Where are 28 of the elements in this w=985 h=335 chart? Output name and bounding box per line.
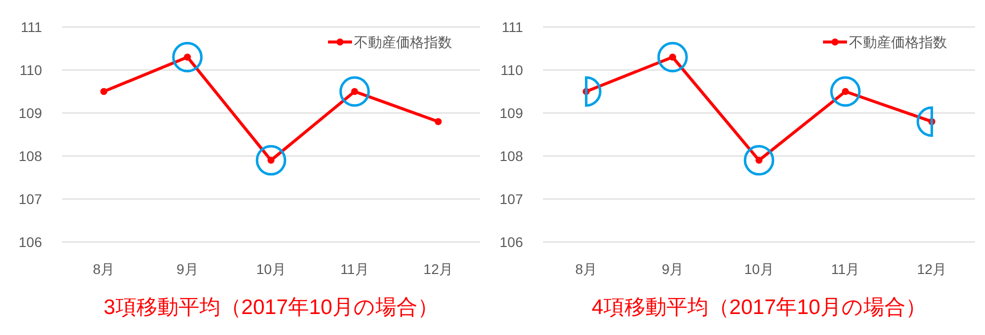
y-tick-label: 108 (500, 148, 524, 164)
x-tick-label: 12月 (917, 261, 947, 277)
x-tick-label: 9月 (176, 261, 198, 277)
y-tick-label: 106 (500, 234, 524, 250)
x-tick-label: 10月 (744, 261, 774, 277)
y-tick-label: 106 (18, 234, 42, 250)
x-tick-label: 8月 (575, 261, 598, 277)
legend: 不動産価格指数 (823, 34, 947, 50)
legend-label: 不動産価格指数 (849, 34, 947, 50)
y-tick-label: 108 (18, 148, 42, 164)
text: 3項移動平均（2017年10月の場合） (104, 296, 438, 319)
y-tick-label: 110 (500, 62, 524, 78)
x-tick-label: 12月 (423, 261, 453, 277)
x-tick-label: 10月 (256, 261, 286, 277)
x-tick-label: 9月 (662, 261, 684, 277)
x-tick-label: 11月 (340, 261, 369, 277)
y-tick-label: 111 (20, 19, 42, 35)
y-tick-label: 109 (18, 105, 42, 121)
y-tick-label: 107 (18, 191, 42, 207)
y-tick-label: 111 (502, 19, 524, 35)
text: 4項移動平均（2017年10月の場合） (592, 296, 926, 319)
y-tick-label: 109 (500, 105, 524, 121)
y-tick-label: 110 (20, 62, 42, 78)
y-tick-label: 107 (500, 191, 524, 207)
legend-label: 不動産価格指数 (354, 34, 452, 50)
x-tick-label: 8月 (92, 261, 115, 277)
x-tick-label: 11月 (831, 261, 860, 277)
legend: 不動産価格指数 (328, 34, 452, 50)
